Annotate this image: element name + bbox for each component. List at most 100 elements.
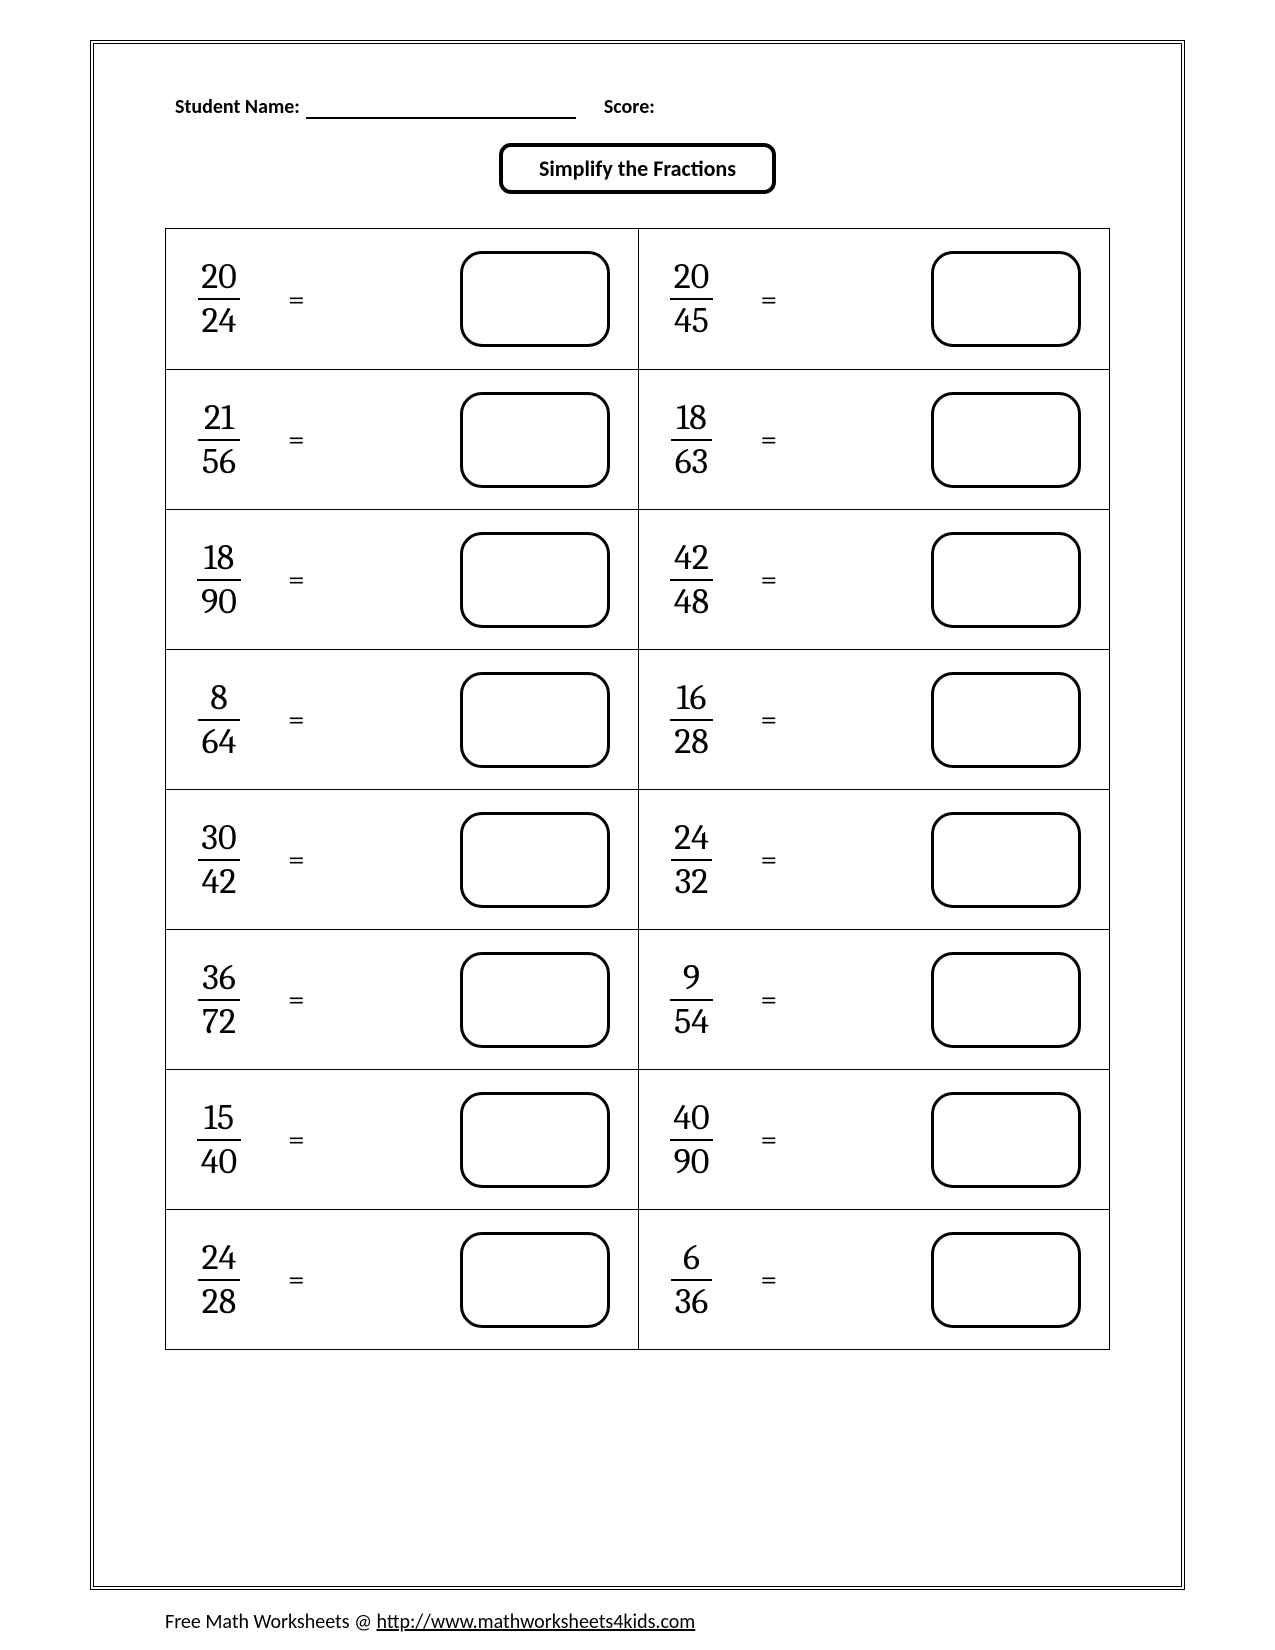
student-name-label: Student Name: [175, 95, 300, 119]
fraction-denominator: 56 [198, 439, 240, 481]
fraction-numerator: 16 [673, 679, 711, 719]
answer-box[interactable] [460, 1092, 610, 1188]
problem-row: 864 = 1628 = [166, 649, 1109, 789]
fraction-denominator: 28 [198, 1279, 240, 1321]
footer-text: Free Math Worksheets @ [165, 1610, 377, 1634]
fraction: 1540 [184, 1099, 254, 1181]
equals-sign: = [761, 422, 778, 457]
problem-cell: 4248 = [638, 510, 1110, 649]
fraction-denominator: 63 [671, 439, 713, 481]
problem-cell: 1863 = [638, 370, 1110, 509]
fraction-numerator: 21 [200, 399, 238, 439]
problems-grid: 2024=2045=2156=1863=1890=4248=864=1628=3… [165, 228, 1110, 1350]
fraction-numerator: 42 [670, 539, 713, 579]
footer-link[interactable]: http://www.mathworksheets4kids.com [377, 1610, 696, 1634]
fraction: 954 [657, 959, 727, 1041]
fraction: 3672 [184, 959, 254, 1041]
fraction: 2428 [184, 1239, 254, 1321]
problem-cell: 1628 = [638, 650, 1110, 789]
equals-sign: = [288, 422, 305, 457]
fraction-numerator: 24 [670, 819, 713, 859]
worksheet-title: Simplify the Fractions [499, 143, 776, 194]
fraction-denominator: 54 [670, 999, 713, 1041]
fraction-numerator: 30 [197, 819, 240, 859]
problem-cell: 3672 = [166, 930, 638, 1069]
fraction: 1890 [184, 539, 254, 621]
equals-sign: = [761, 282, 778, 317]
answer-box[interactable] [931, 672, 1081, 768]
score-label: Score: [604, 95, 655, 119]
fraction-denominator: 24 [198, 298, 241, 340]
fraction-numerator: 6 [679, 1239, 704, 1279]
problem-cell: 2432 = [638, 790, 1110, 929]
fraction: 4248 [657, 539, 727, 621]
title-container: Simplify the Fractions [105, 143, 1170, 194]
fraction-denominator: 40 [197, 1139, 241, 1181]
answer-box[interactable] [460, 1232, 610, 1328]
fraction: 3042 [184, 819, 254, 901]
problem-row: 2156 = 1863 = [166, 369, 1109, 509]
fraction-denominator: 28 [670, 719, 712, 761]
answer-box[interactable] [460, 952, 610, 1048]
fraction-denominator: 90 [670, 1139, 714, 1181]
equals-sign: = [761, 562, 778, 597]
fraction-numerator: 15 [200, 1099, 238, 1139]
fraction-numerator: 20 [197, 258, 241, 298]
answer-box[interactable] [931, 952, 1081, 1048]
answer-box[interactable] [931, 532, 1081, 628]
fraction: 864 [184, 679, 254, 761]
answer-box[interactable] [931, 392, 1081, 488]
answer-box[interactable] [931, 812, 1081, 908]
problem-row: 2428 = 636 = [166, 1209, 1109, 1349]
answer-box[interactable] [460, 392, 610, 488]
equals-sign: = [288, 1262, 305, 1297]
answer-box[interactable] [931, 251, 1081, 347]
problem-cell: 1540 = [166, 1070, 638, 1209]
problem-row: 2024=20 45 = [166, 229, 1109, 369]
fraction-denominator: 48 [670, 579, 713, 621]
problem-cell: 2156 = [166, 370, 638, 509]
footer: Free Math Worksheets @ http://www.mathwo… [165, 1610, 695, 1634]
fraction-denominator: 32 [671, 859, 713, 901]
fraction-numerator: 8 [206, 679, 231, 719]
equals-sign: = [288, 702, 305, 737]
fraction-numerator: 36 [198, 959, 240, 999]
problem-cell: 2024= [166, 229, 638, 369]
fraction-numerator: 9 [679, 959, 704, 999]
answer-box[interactable] [931, 1232, 1081, 1328]
problem-cell: 954= [638, 930, 1110, 1069]
answer-box[interactable] [460, 812, 610, 908]
equals-sign: = [288, 982, 305, 1017]
fraction-denominator: 45 [670, 298, 713, 340]
fraction-denominator: 36 [671, 1279, 713, 1321]
fraction-denominator: 64 [198, 719, 241, 761]
fraction-numerator: 24 [198, 1239, 241, 1279]
worksheet-page: Student Name: Score: Simplify the Fracti… [105, 55, 1170, 1575]
answer-box[interactable] [460, 672, 610, 768]
problem-cell: 4090= [638, 1070, 1110, 1209]
problem-row: 1540=4090= [166, 1069, 1109, 1209]
header: Student Name: Score: [105, 55, 1170, 119]
fraction-numerator: 40 [669, 1099, 713, 1139]
problem-row: 3042 = 2432 = [166, 789, 1109, 929]
problem-cell: 636 = [638, 1210, 1110, 1349]
student-name-field: Student Name: [175, 95, 576, 119]
equals-sign: = [761, 702, 778, 737]
problem-cell: 2045= [638, 229, 1110, 369]
answer-box[interactable] [460, 532, 610, 628]
problem-row: 1890= 4248 = [166, 509, 1109, 649]
fraction: 4090 [657, 1099, 727, 1181]
equals-sign: = [761, 842, 778, 877]
problem-cell: 1890= [166, 510, 638, 649]
fraction-denominator: 72 [198, 999, 240, 1041]
fraction: 1863 [657, 399, 727, 481]
fraction-denominator: 42 [198, 859, 241, 901]
fraction: 2156 [184, 399, 254, 481]
problem-cell: 864 = [166, 650, 638, 789]
student-name-input-line[interactable] [306, 101, 576, 119]
equals-sign: = [761, 1262, 778, 1297]
answer-box[interactable] [460, 251, 610, 347]
equals-sign: = [288, 1122, 305, 1157]
equals-sign: = [288, 842, 305, 877]
answer-box[interactable] [931, 1092, 1081, 1188]
